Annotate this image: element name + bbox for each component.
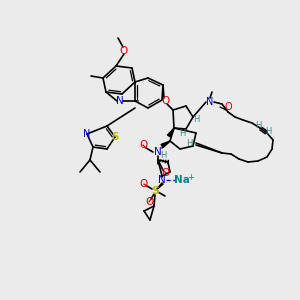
Text: N: N [116,96,124,106]
Text: Na: Na [174,175,190,185]
Text: O: O [140,179,148,189]
Text: H: H [255,121,261,130]
Polygon shape [167,128,174,137]
Text: H: H [193,115,199,124]
Text: O: O [119,46,127,56]
Text: O: O [145,197,153,207]
Text: N: N [158,175,166,185]
Text: N: N [154,147,162,157]
Text: S: S [151,186,159,196]
Polygon shape [161,141,170,148]
Text: N: N [83,129,91,139]
Text: O: O [224,102,232,112]
Text: O: O [139,140,147,150]
Text: O: O [162,96,170,106]
Text: H: H [160,152,166,160]
Text: H: H [179,128,185,137]
Text: O: O [162,168,170,178]
Text: N: N [206,97,214,107]
Text: +: + [188,173,194,182]
Text: H: H [186,139,192,148]
Text: S: S [111,132,119,142]
Text: H: H [265,127,271,136]
